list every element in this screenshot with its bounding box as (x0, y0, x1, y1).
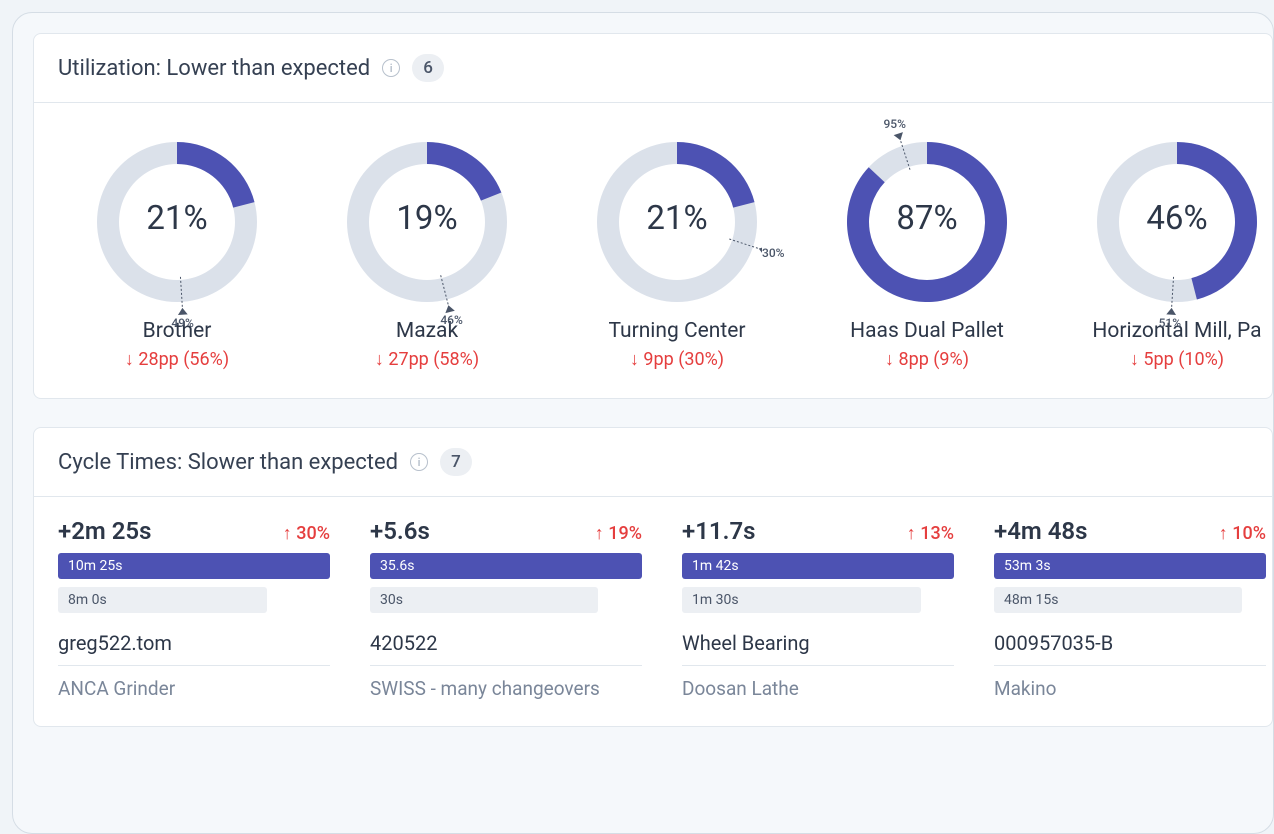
utilization-percent: 46% (1092, 199, 1262, 238)
cycle-time-card[interactable]: +4m 48s ↑ 10% 53m 3s 48m 15s 000957035-B Maki… (994, 517, 1266, 702)
cycle-machine-name: ANCA Grinder (58, 676, 330, 702)
cycle-actual-bar: 1m 42s (682, 553, 954, 579)
part-name: 000957035-B (994, 631, 1266, 666)
utilization-delta: ↓ 28pp (56%) (125, 349, 229, 370)
utilization-target-label: 30% (762, 246, 784, 260)
cycle-delta-percent: ↑ 30% (283, 523, 330, 544)
utilization-card[interactable]: 21%49%Brother↓ 28pp (56%) (52, 127, 302, 370)
info-icon[interactable]: i (382, 59, 400, 77)
cycle-delta-time: +5.6s (370, 517, 430, 545)
utilization-panel: Utilization: Lower than expected i 6 21%… (33, 33, 1273, 399)
part-name: Wheel Bearing (682, 631, 954, 666)
cycle-times-title: Cycle Times: Slower than expected (58, 450, 398, 475)
utilization-card[interactable]: 46%51%Horizontal Mill, Pa↓ 5pp (10%) (1052, 127, 1273, 370)
cycle-machine-name: Doosan Lathe (682, 676, 954, 702)
utilization-donut-row: 21%49%Brother↓ 28pp (56%)19%46%Mazak↓ 27… (34, 103, 1272, 398)
utilization-target-label: 95% (883, 117, 905, 131)
part-name: greg522.tom (58, 631, 330, 666)
info-icon[interactable]: i (410, 453, 428, 471)
cycle-delta-percent: ↑ 19% (595, 523, 642, 544)
utilization-percent: 21% (592, 199, 762, 238)
cycle-time-card[interactable]: +2m 25s ↑ 30% 10m 25s 8m 0s greg522.tom ANCA … (58, 517, 330, 702)
cycle-delta-time: +2m 25s (58, 517, 151, 545)
part-name: 420522 (370, 631, 642, 666)
utilization-target-label: 51% (1159, 316, 1181, 330)
cycle-actual-bar: 35.6s (370, 553, 642, 579)
cycle-delta-percent: ↑ 10% (1219, 523, 1266, 544)
utilization-card[interactable]: 87%95%Haas Dual Pallet↓ 8pp (9%) (802, 127, 1052, 370)
cycle-delta-percent: ↑ 13% (907, 523, 954, 544)
utilization-percent: 19% (342, 199, 512, 238)
dashboard-container: Utilization: Lower than expected i 6 21%… (12, 12, 1274, 834)
utilization-percent: 87% (842, 199, 1012, 238)
cycle-expected-bar: 1m 30s (682, 587, 921, 613)
cycle-delta-time: +11.7s (682, 517, 756, 545)
utilization-title: Utilization: Lower than expected (58, 56, 370, 81)
utilization-delta: ↓ 5pp (10%) (1130, 349, 1224, 370)
cycle-time-card[interactable]: +11.7s ↑ 13% 1m 42s 1m 30s Wheel Bearing Doos… (682, 517, 954, 702)
cycle-expected-bar: 48m 15s (994, 587, 1242, 613)
cycle-times-header: Cycle Times: Slower than expected i 7 (34, 428, 1272, 497)
cycle-actual-bar: 53m 3s (994, 553, 1266, 579)
cycle-expected-bar: 30s (370, 587, 598, 613)
utilization-delta: ↓ 27pp (58%) (375, 349, 479, 370)
utilization-target-label: 46% (440, 313, 462, 327)
utilization-card[interactable]: 19%46%Mazak↓ 27pp (58%) (302, 127, 552, 370)
cycle-time-card[interactable]: +5.6s ↑ 19% 35.6s 30s 420522 SWISS - many cha… (370, 517, 642, 702)
utilization-delta: ↓ 9pp (30%) (630, 349, 724, 370)
cycle-expected-bar: 8m 0s (58, 587, 267, 613)
utilization-count-badge: 6 (412, 54, 444, 82)
cycle-machine-name: Makino (994, 676, 1266, 702)
utilization-delta: ↓ 8pp (9%) (885, 349, 969, 370)
machine-name: Haas Dual Pallet (850, 319, 1004, 343)
cycle-times-count-badge: 7 (440, 448, 472, 476)
utilization-card[interactable]: 21%30% Turning Center ↓ 9pp (30%) (552, 127, 802, 370)
cycle-times-panel: Cycle Times: Slower than expected i 7 +2… (33, 427, 1273, 727)
utilization-target-label: 49% (171, 316, 193, 330)
cycle-times-row: +2m 25s ↑ 30% 10m 25s 8m 0s greg522.tom ANCA … (34, 497, 1272, 726)
cycle-machine-name: SWISS - many changeovers (370, 676, 642, 702)
cycle-actual-bar: 10m 25s (58, 553, 330, 579)
utilization-percent: 21% (92, 199, 262, 238)
cycle-delta-time: +4m 48s (994, 517, 1087, 545)
machine-name: Turning Center (608, 319, 745, 343)
utilization-header: Utilization: Lower than expected i 6 (34, 34, 1272, 103)
